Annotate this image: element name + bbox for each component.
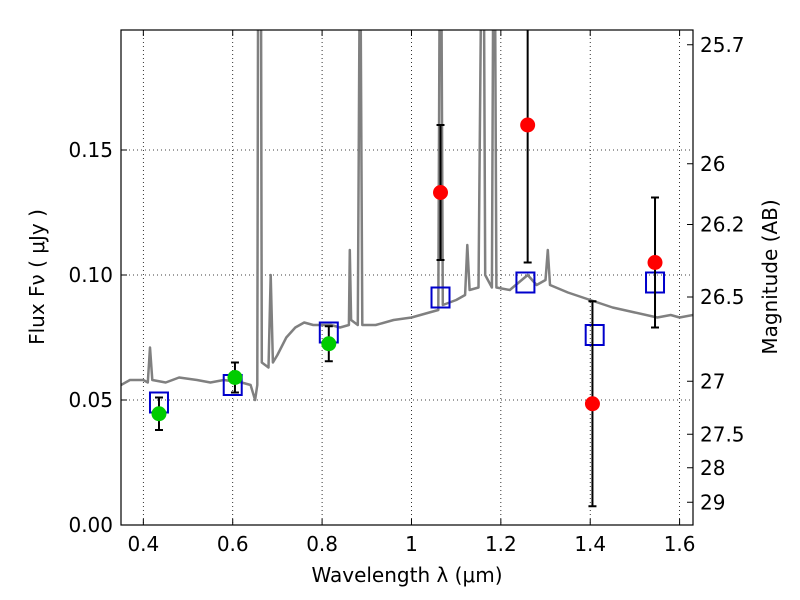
x-axis-label: Wavelength λ (μm) [311, 563, 502, 587]
y-tick-label: 0.15 [68, 138, 113, 162]
plot-area [121, 30, 693, 508]
right-tick-label: 26 [700, 152, 725, 176]
right-tick-label: 29 [700, 490, 725, 514]
x-tick-label: 0.4 [127, 532, 159, 556]
plot-frame [120, 29, 694, 526]
observed-point [647, 255, 663, 270]
grid-layer [121, 30, 693, 526]
model-photometry-marker [430, 286, 451, 309]
spectrum-line [121, 30, 693, 402]
right-tick-label: 27.5 [700, 422, 745, 446]
right-tick-label: 28 [700, 456, 725, 480]
y-tick-label: 0.10 [68, 263, 113, 287]
x-tick-label: 1 [405, 532, 418, 556]
observed-point [151, 406, 167, 422]
right-tick-label: 25.7 [700, 33, 745, 57]
x-tick-label: 0.6 [217, 532, 249, 556]
tick-layer: 0.4 0.6 0.8 1 1.2 1.4 1.6 0.00 0.05 0.10 0.15 25.7 2… [68, 30, 745, 556]
right-tick-label: 26.2 [700, 213, 745, 237]
y-tick-label: 0.05 [68, 388, 113, 412]
model-photometry-marker [584, 324, 605, 346]
right-tick-label: 26.5 [700, 285, 745, 309]
y-axis-label: Flux Fν ( μJy ) [25, 209, 49, 345]
right-tick-label: 27 [700, 369, 725, 393]
x-tick-label: 1.4 [574, 532, 606, 556]
observed-point [584, 396, 600, 412]
observed-point [227, 370, 243, 385]
observed-point [520, 117, 536, 133]
model-photometry-marker [515, 271, 536, 294]
observed-point [321, 336, 337, 352]
observed-point [433, 185, 449, 200]
x-tick-label: 1.6 [664, 532, 696, 556]
x-tick-label: 0.8 [306, 532, 338, 556]
x-tick-label: 1.2 [485, 532, 517, 556]
y-axis-right-label: Magnitude (AB) [758, 199, 782, 354]
y-tick-label: 0.00 [68, 513, 113, 537]
